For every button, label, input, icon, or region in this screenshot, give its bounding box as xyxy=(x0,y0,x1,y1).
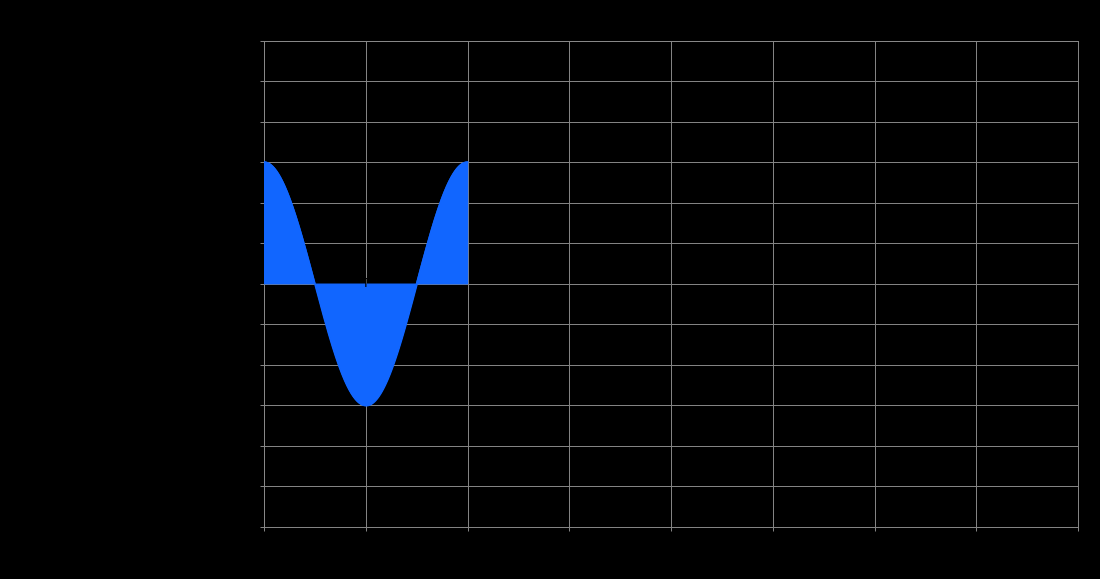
Text: T: T xyxy=(362,277,370,290)
